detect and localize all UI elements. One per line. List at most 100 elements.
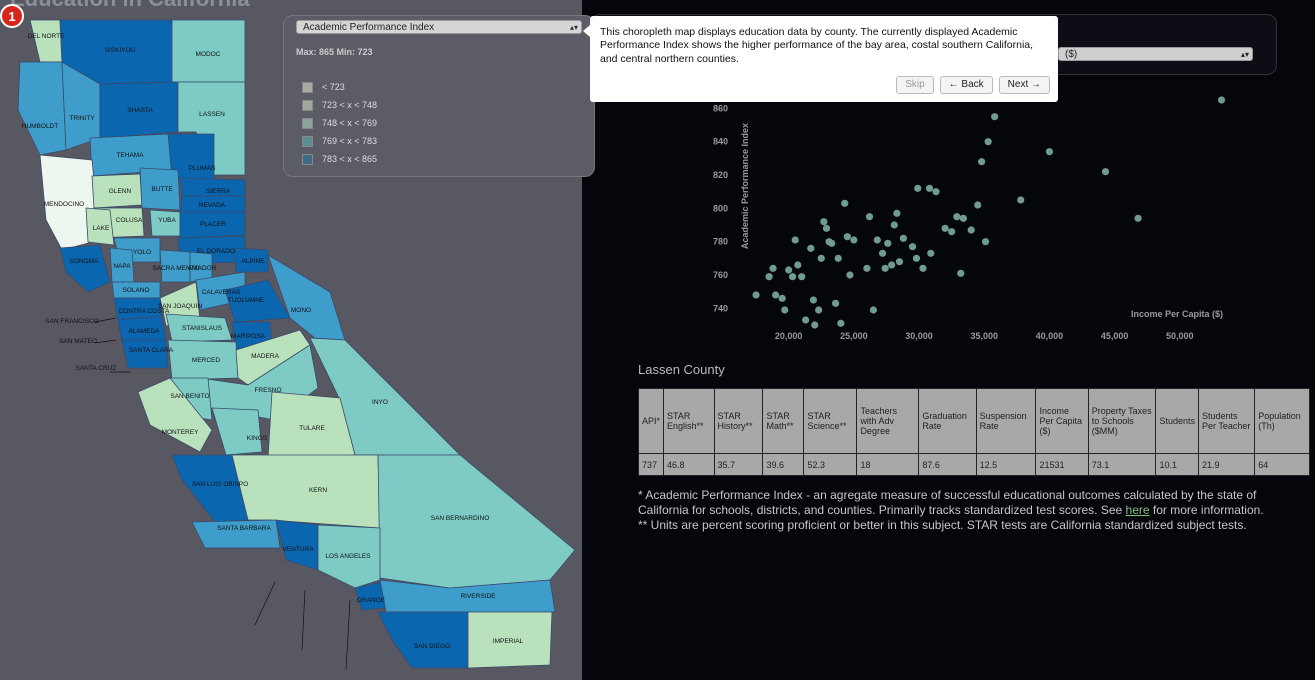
x-tick-label: 50,000 [1166,331,1194,341]
select-arrows-icon: ▴▾ [1240,50,1249,59]
scatter-point [850,236,858,244]
table-cell: 10.1 [1155,453,1199,476]
county-los-angeles[interactable] [317,524,381,589]
select-arrows-icon: ▴▾ [569,23,578,32]
svg-text:MARIPOSA: MARIPOSA [231,333,266,340]
scatter-point [811,321,819,329]
table-cell: 12.5 [975,453,1037,476]
svg-text:TEHAMA: TEHAMA [116,152,144,159]
svg-text:CONTRA COSTA: CONTRA COSTA [119,308,170,315]
scatter-point [809,296,818,304]
svg-text:SANTA CLARA: SANTA CLARA [129,347,174,354]
table-cell: 21531 [1035,453,1089,476]
scatter-point [948,228,956,236]
table-header-cell: Income Per Capita ($) [1035,388,1089,454]
map-legend: Academic Performance Index ▴▾ Max: 865 M… [283,15,595,177]
county-imperial[interactable] [467,611,553,669]
county-lake[interactable] [85,207,115,246]
svg-text:GLENN: GLENN [109,188,132,195]
scatter-point [1017,196,1025,204]
svg-text:TULARE: TULARE [299,425,325,432]
scatter-point [941,224,949,232]
county-humboldt[interactable] [17,61,67,156]
county-stanislaus[interactable] [165,313,233,343]
legend-list: < 723 723 < x < 748 748 < x < 769 769 < … [302,78,377,168]
scatter-point [846,271,854,279]
scatter-point [769,264,777,272]
svg-text:VENTURA: VENTURA [282,546,314,553]
table-cell: 21.9 [1197,453,1256,476]
svg-text:PLACER: PLACER [200,221,226,228]
county-monterey[interactable] [137,377,213,453]
back-button[interactable]: ← Back [939,76,993,94]
table-cell: 737 [637,453,665,476]
scatter-point [802,316,810,324]
scatter-point [781,306,789,314]
tooltip-pointer [583,25,590,37]
y-tick-label: 840 [713,137,728,147]
table-cell: 18 [856,453,920,476]
table-cell: 64 [1254,453,1310,476]
svg-text:STANISLAUS: STANISLAUS [182,325,223,332]
scatter-point [881,264,889,272]
legend-swatch [302,135,313,147]
scatter-point [772,291,780,299]
scatter-axis-select[interactable]: ($) ▴▾ [1058,47,1253,61]
table-cell: 87.6 [918,453,977,476]
scatter-point [878,249,887,257]
svg-text:ALPINE: ALPINE [241,258,265,265]
table-cell: 73.1 [1087,453,1157,476]
svg-text:DEL NORTE: DEL NORTE [28,33,66,40]
svg-text:SAN LUIS OBISPO: SAN LUIS OBISPO [192,481,248,488]
county-del-norte[interactable] [29,19,63,63]
svg-text:MADERA: MADERA [251,353,279,360]
scatter-point [884,239,892,247]
county-kern[interactable] [231,454,381,529]
svg-text:TUOLUMNE: TUOLUMNE [228,297,265,304]
scatter-point [957,269,965,277]
county-kings[interactable] [211,407,263,456]
svg-text:SACRA MENTO: SACRA MENTO [152,265,199,272]
scatter-point [932,188,940,196]
county-ventura[interactable] [275,519,319,571]
svg-text:LOS ANGELES: LOS ANGELES [325,553,371,560]
scatter-point [888,261,896,269]
y-tick-label: 860 [713,103,728,113]
legend-swatch [302,81,313,93]
county-alpine[interactable] [234,247,269,273]
table-header-cell: Students Per Teacher [1197,388,1256,454]
table-header-cell: STAR History** [713,388,764,454]
scatter-point [794,261,802,269]
star-footnote: ** Units are percent scoring proficient … [638,518,1247,532]
svg-text:TRINITY: TRINITY [69,115,95,122]
table-row: 737 46.8 35.7 39.6 52.3 18 87.6 12.5 215… [637,453,1310,476]
metric-select[interactable]: Academic Performance Index ▴▾ [296,20,582,34]
county-riverside[interactable] [379,579,556,613]
county-butte[interactable] [139,167,181,211]
legend-item: 723 < x < 748 [302,96,377,114]
more-info-link[interactable]: here [1125,503,1150,517]
county-mono[interactable] [267,254,346,341]
county-placer[interactable] [179,211,246,239]
california-choropleth-map: DEL NORTE SISKIYOU MODOC HUMBOLDT TRINIT… [17,19,576,671]
county-title: Lassen County [638,362,725,377]
scatter-point [820,218,828,226]
scatter-point [817,254,825,262]
county-mendocino[interactable] [39,154,101,251]
svg-text:COLUSA: COLUSA [116,217,143,224]
county-santa-barbara[interactable] [191,519,281,549]
county-santa-clara[interactable] [121,339,169,369]
scatter-point [1101,168,1110,176]
skip-button[interactable]: Skip [896,76,934,94]
county-sonoma[interactable] [59,244,111,293]
scatter-point [832,299,840,307]
tour-step-badge[interactable]: 1 [0,4,24,28]
next-button[interactable]: Next → [998,76,1050,94]
svg-text:MODOC: MODOC [196,51,221,58]
county-labels: DEL NORTE SISKIYOU MODOC HUMBOLDT TRINIT… [22,33,524,650]
scatter-point [984,138,992,146]
county-san-diego[interactable] [377,611,469,669]
api-footnote-text: * Academic Performance Index - an agrega… [638,488,1257,517]
map-callout-lines [94,317,351,671]
table-cell: 39.6 [762,453,805,476]
